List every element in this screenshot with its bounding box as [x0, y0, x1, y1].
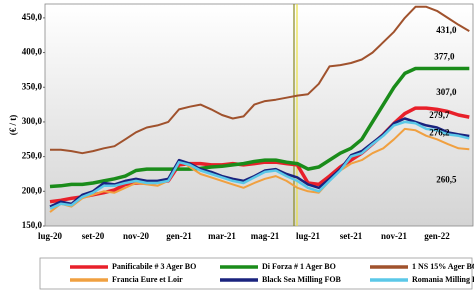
- series-line: [49, 66, 470, 189]
- value-label: 307,0: [436, 87, 457, 97]
- legend: [39, 257, 473, 290]
- x-tick-label: set-21: [340, 231, 363, 241]
- x-tick-label: lug-21: [296, 231, 321, 241]
- legend-label: Romania Milling FOB: [412, 275, 474, 284]
- x-tick-label: gen-22: [424, 231, 450, 241]
- y-tick-label: 150,0: [22, 220, 43, 230]
- y-tick-label: 400,0: [22, 47, 43, 57]
- x-tick-label: mag-21: [251, 231, 280, 241]
- series-line: [50, 5, 470, 155]
- y-tick-label: 250,0: [22, 151, 43, 161]
- value-label: 377,0: [434, 52, 455, 62]
- legend-label: Francia Eure et Loir: [112, 275, 183, 284]
- value-label: 260,5: [436, 174, 457, 184]
- x-tick-label: lug-20: [38, 231, 63, 241]
- legend-label: Panificabile # 3 Ager BO: [112, 262, 196, 271]
- x-tick-label: nov-21: [381, 231, 408, 241]
- y-tick-label: 300,0: [22, 116, 43, 126]
- value-label: 279,7: [429, 110, 450, 120]
- x-tick-label: set-20: [82, 231, 105, 241]
- value-label: 276,2: [429, 128, 450, 138]
- y-tick-label: 200,0: [22, 185, 43, 195]
- y-tick-label: 450,0: [22, 12, 43, 22]
- value-label: 431,0: [436, 25, 457, 35]
- legend-label: 1 NS 15% Ager BO: [412, 262, 474, 271]
- series-line: [49, 127, 470, 213]
- series-line: [49, 106, 470, 204]
- legend-entries: Panificabile # 3 Ager BO Di Forza # 1 Age…: [70, 262, 474, 284]
- x-tick-label: nov-20: [123, 231, 150, 241]
- legend-label: Di Forza # 1 Ager BO: [262, 262, 336, 271]
- y-axis-label: (€ / t): [8, 115, 18, 136]
- legend-label: Black Sea Milling FOB: [262, 275, 342, 284]
- y-tick-label: 350,0: [22, 81, 43, 91]
- x-tick-label: mar-21: [208, 231, 236, 241]
- x-tick-label: gen-21: [166, 231, 192, 241]
- series-line: [49, 120, 470, 210]
